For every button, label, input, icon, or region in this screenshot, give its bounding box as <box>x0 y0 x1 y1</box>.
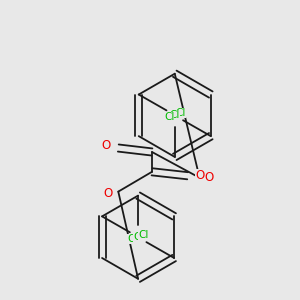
Text: Cl: Cl <box>164 112 174 122</box>
Text: Cl: Cl <box>139 230 149 240</box>
Text: O: O <box>195 169 204 182</box>
Text: O: O <box>104 187 113 200</box>
Text: O: O <box>205 171 214 184</box>
Text: Cl: Cl <box>175 108 185 118</box>
Text: Cl: Cl <box>169 110 180 120</box>
Text: Cl: Cl <box>133 232 143 242</box>
Text: O: O <box>102 139 111 152</box>
Text: Cl: Cl <box>127 234 138 244</box>
